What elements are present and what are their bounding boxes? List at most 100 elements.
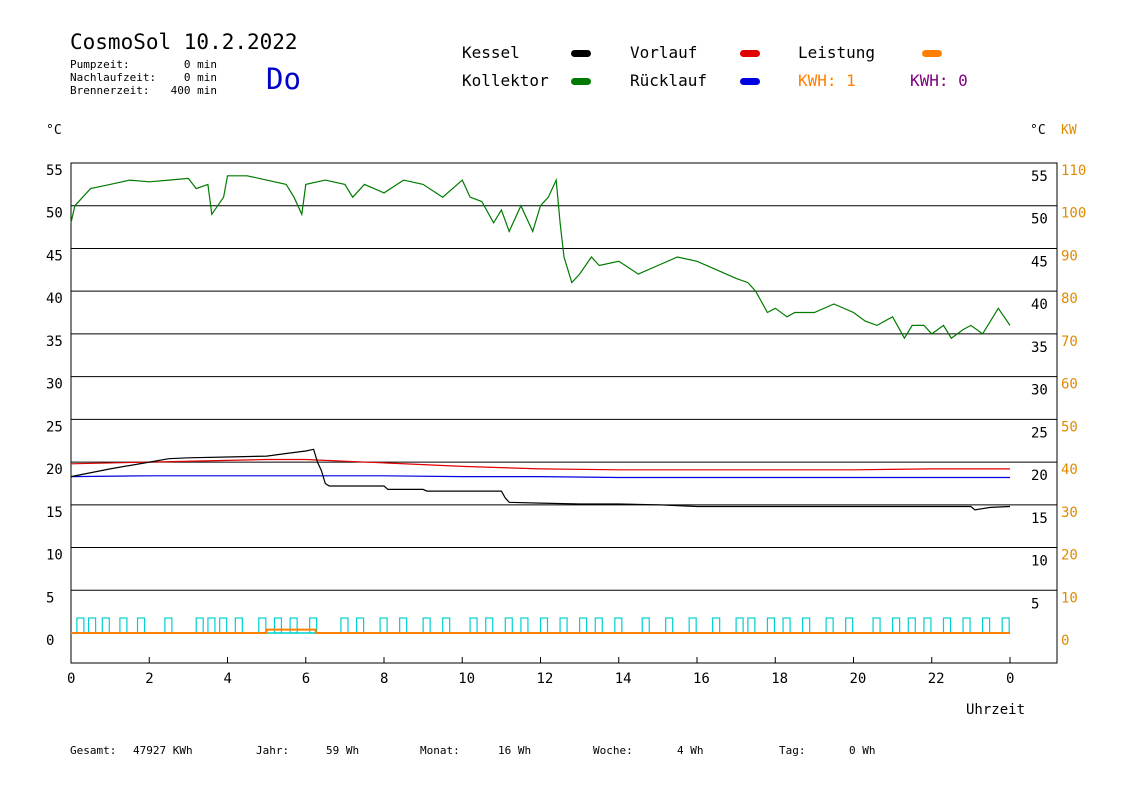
footer-gesamt-value: 47927 KWh [133, 744, 193, 757]
x-tick-8: 16 [693, 671, 710, 687]
pump-pulse [923, 617, 932, 634]
y2-tick-90: 90 [1061, 248, 1078, 264]
y2-tick-40: 40 [1061, 462, 1078, 478]
y-tick-left-10: 10 [46, 548, 63, 564]
pump-activity-series [71, 617, 1010, 634]
pump-pulse [825, 617, 834, 634]
y2-tick-100: 100 [1061, 206, 1086, 222]
y-axis-left-ticks: 0 5 10 15 20 25 30 35 40 45 50 55 [46, 163, 63, 649]
pump-pulse [579, 617, 588, 634]
x-axis-ticks: 0 2 4 6 8 10 12 14 16 18 20 22 0 [67, 657, 1014, 687]
pump-pulse [520, 617, 529, 634]
pump-pulse [88, 617, 97, 634]
pump-pulse [1001, 617, 1010, 634]
pump-pulse [845, 617, 854, 634]
footer-jahr-label: Jahr: [256, 744, 290, 757]
pump-pulse [356, 617, 365, 634]
chart-title: CosmoSol 10.2.2022 [70, 30, 298, 54]
y-axis-right-ticks: 5 10 15 20 25 30 35 40 45 50 55 0 10 20 30 40 50 60 70 80 90… [1031, 163, 1086, 649]
pump-pulse [802, 617, 811, 634]
legend-ruecklauf-label: Rücklauf [630, 71, 708, 90]
plot-frame [70, 162, 1058, 664]
legend-leistung-label: Leistung [798, 43, 876, 62]
pump-pulse [136, 617, 146, 634]
x-tick-9: 18 [771, 671, 788, 687]
footer-woche-label: Woche: [593, 744, 633, 757]
pump-pulse [665, 617, 674, 634]
pump-pulse [379, 617, 388, 634]
pump-pulse [101, 617, 110, 634]
pump-pulse [207, 617, 216, 634]
stat-pumpzeit-value: 0 min [183, 58, 217, 71]
y-tick-right-15: 15 [1031, 511, 1048, 527]
y-axis-left-unit: °C [46, 123, 62, 138]
y-tick-right-10: 10 [1031, 554, 1048, 570]
legend-kollektor-swatch [571, 78, 591, 85]
footer-monat-label: Monat: [420, 744, 460, 757]
stat-brennerzeit-value: 400 min [170, 84, 217, 97]
y-tick-left-30: 30 [46, 377, 63, 393]
legend-vorlauf-swatch [740, 50, 760, 57]
pump-pulse [422, 617, 431, 634]
y-tick-left-20: 20 [46, 462, 63, 478]
y2-tick-110: 110 [1061, 163, 1086, 179]
y-tick-left-50: 50 [46, 206, 63, 222]
y2-tick-70: 70 [1061, 334, 1078, 350]
y-tick-left-25: 25 [46, 419, 63, 435]
x-tick-2: 4 [224, 671, 232, 687]
series-line-leistung [71, 628, 1010, 634]
pump-pulse [766, 617, 776, 634]
x-tick-5: 10 [458, 671, 475, 687]
y2-tick-20: 20 [1061, 548, 1078, 564]
pump-pulse [219, 617, 228, 634]
legend-kollektor-label: Kollektor [462, 71, 549, 90]
pump-pulse [614, 617, 623, 634]
legend-kwh-orange: KWH: 1 [798, 71, 856, 90]
y2-axis-unit: KW [1061, 123, 1077, 138]
pump-pulse [442, 617, 451, 634]
y-tick-right-20: 20 [1031, 468, 1048, 484]
x-tick-10: 20 [850, 671, 867, 687]
pump-pulse [76, 617, 85, 634]
y-tick-left-45: 45 [46, 248, 63, 264]
stat-pumpzeit-label: Pumpzeit: [70, 58, 130, 71]
pump-pulse [399, 617, 408, 634]
x-tick-1: 2 [145, 671, 153, 687]
pump-pulse [872, 617, 881, 634]
y-tick-left-35: 35 [46, 334, 63, 350]
pump-pulse [469, 617, 478, 634]
pump-pulse [504, 617, 513, 634]
pump-pulse [195, 617, 204, 634]
pump-pulse [164, 617, 173, 634]
pump-pulse [942, 617, 952, 634]
y-tick-right-5: 5 [1031, 596, 1039, 612]
x-axis-label: Uhrzeit [966, 702, 1025, 718]
y-tick-right-35: 35 [1031, 340, 1048, 356]
pump-pulse [273, 617, 283, 634]
footer-gesamt-label: Gesamt: [70, 744, 117, 757]
pump-pulse [712, 617, 721, 634]
x-tick-3: 6 [302, 671, 310, 687]
legend-vorlauf-label: Vorlauf [630, 43, 698, 62]
pump-pulse [907, 617, 916, 634]
x-tick-7: 14 [615, 671, 632, 687]
pump-pulse [559, 617, 568, 634]
y-tick-right-40: 40 [1031, 297, 1048, 313]
weekday-label: Do [266, 62, 301, 96]
y-tick-left-5: 5 [46, 590, 54, 606]
stat-nachlaufzeit-value: 0 min [183, 71, 217, 84]
series-line-rücklauf [70, 475, 1010, 479]
pump-pulse [735, 617, 744, 634]
pump-pulse [594, 617, 603, 634]
footer-monat-value: 16 Wh [498, 744, 532, 757]
series-line-kessel [70, 448, 1011, 511]
series-lines [70, 175, 1011, 634]
y2-tick-60: 60 [1061, 377, 1078, 393]
footer-tag-label: Tag: [779, 744, 806, 757]
pump-pulse [340, 617, 349, 634]
pump-pulse [485, 617, 494, 634]
y-tick-right-50: 50 [1031, 212, 1048, 228]
pump-pulse [258, 617, 267, 634]
pump-pulse [641, 617, 650, 634]
